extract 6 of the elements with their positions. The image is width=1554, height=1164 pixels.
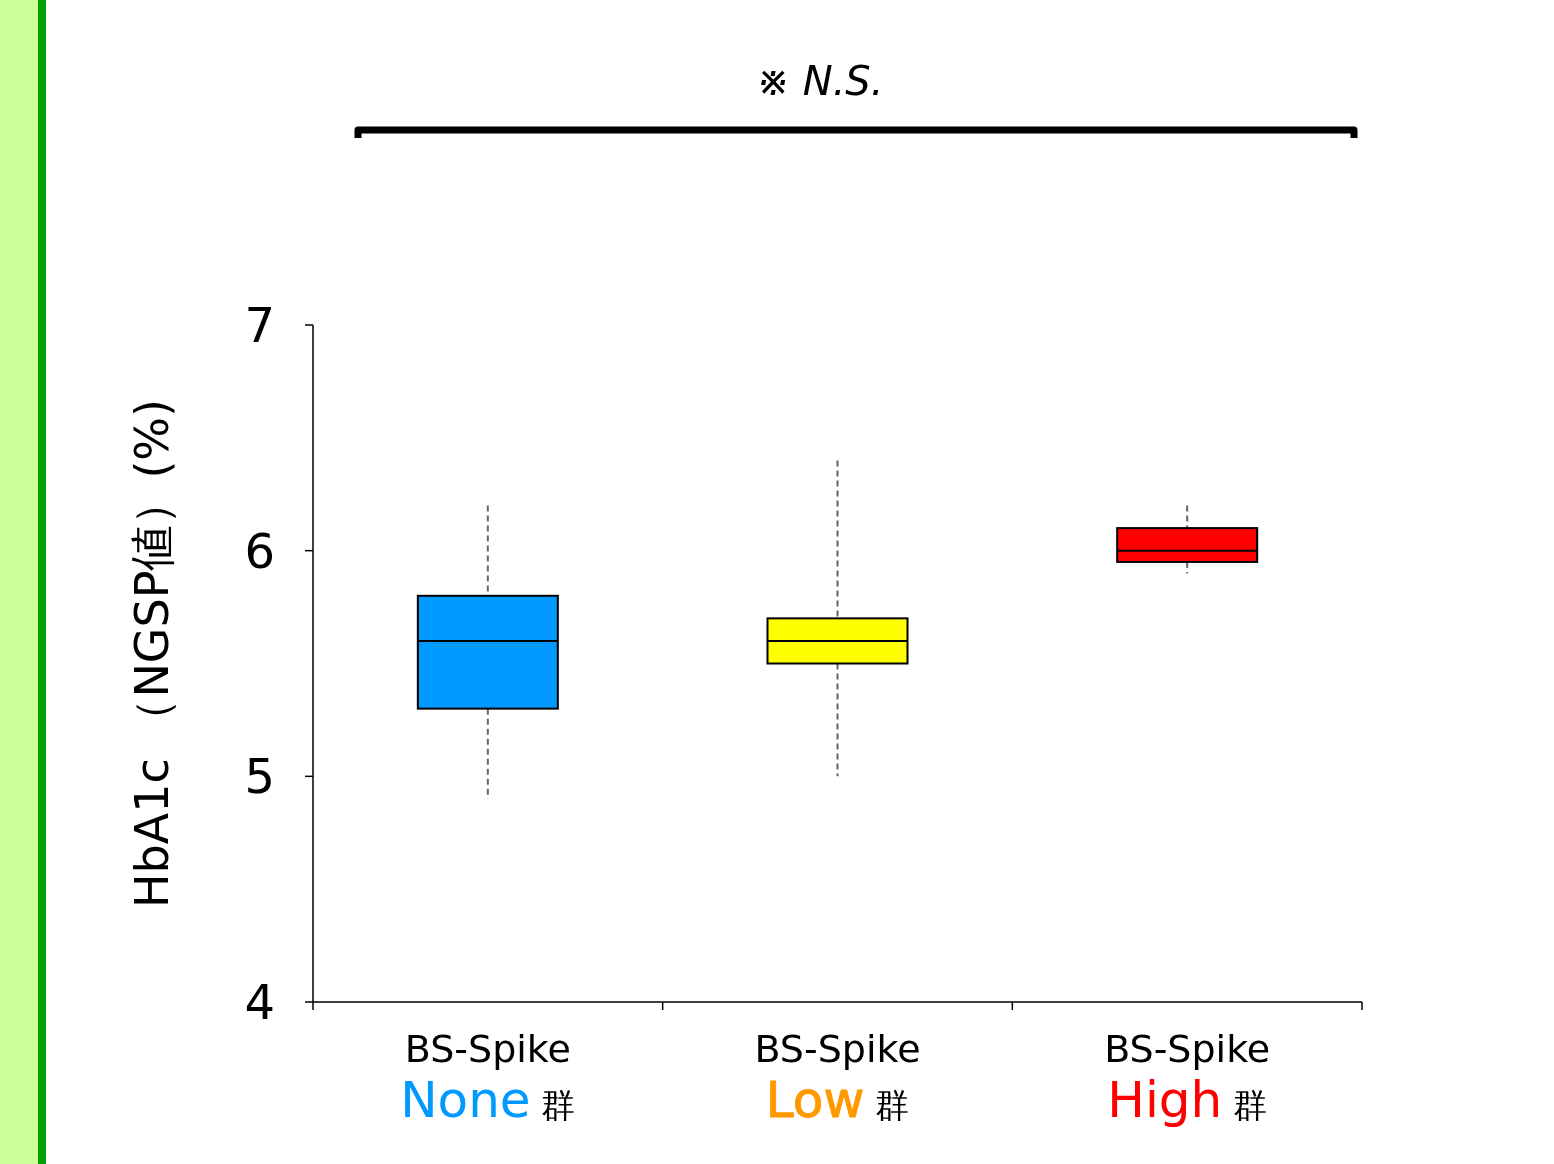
text: ※ N.S.: [756, 58, 884, 104]
y-tick-label: 6: [244, 522, 275, 579]
y-tick-label: 5: [244, 748, 275, 805]
y-tick-label: 4: [244, 974, 275, 1030]
y-tick-label: 7: [244, 297, 275, 353]
y-axis-title: HbA1c （NGSP値）(%): [125, 398, 179, 909]
